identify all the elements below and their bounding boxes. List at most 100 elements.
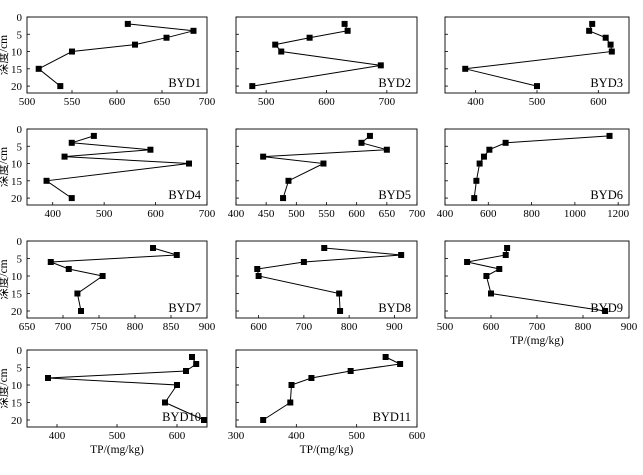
- panel-byd11: 300 400 500 600 TP/(mg/kg) BYD11: [228, 349, 426, 456]
- plot-frame: [235, 240, 418, 319]
- x-tick-label: 700: [409, 208, 426, 220]
- data-point: [254, 266, 261, 272]
- x-tick-label: 650: [154, 96, 171, 108]
- x-tick-label: 600: [250, 321, 267, 333]
- data-point: [321, 245, 328, 251]
- data-point: [397, 361, 404, 367]
- y-tick-label: 10: [11, 47, 23, 59]
- x-tick-label: 1200: [607, 208, 630, 220]
- data-point: [90, 132, 97, 139]
- x-tick-label: 800: [127, 321, 144, 333]
- x-axis-label: TP/(mg/kg): [300, 444, 354, 456]
- data-point: [201, 417, 207, 423]
- series-line: [252, 23, 381, 87]
- x-tick-label: 800: [523, 208, 540, 220]
- data-point: [99, 273, 106, 279]
- y-tick-label: 15: [11, 176, 23, 188]
- panel-byd9: 500 600 700 800 900 TP/(mg/kg) BYD9: [437, 240, 638, 347]
- panel-title: BYD5: [378, 188, 411, 202]
- plot-frame: [26, 128, 208, 206]
- data-point: [337, 308, 344, 314]
- x-tick-label: 500: [529, 96, 546, 108]
- y-tick-label: 20: [11, 81, 23, 93]
- data-point: [47, 259, 54, 265]
- panel-title: BYD11: [373, 410, 411, 424]
- y-axis-label: 深度/cm: [0, 259, 10, 299]
- data-point: [464, 259, 471, 265]
- x-tick-label: 1000: [564, 208, 587, 220]
- series-line: [50, 247, 177, 312]
- x-axis-label: TP/(mg/kg): [90, 444, 144, 456]
- data-point: [471, 195, 478, 202]
- x-tick-label: 700: [199, 96, 216, 108]
- panel-title: BYD6: [590, 188, 623, 202]
- x-tick-label: 450: [258, 208, 275, 220]
- x-tick-label: 850: [163, 321, 180, 333]
- y-tick-label: 20: [11, 306, 23, 318]
- y-tick-label: 0: [17, 345, 23, 357]
- panel-title: BYD2: [378, 76, 411, 90]
- x-tick-label: 600: [169, 430, 186, 442]
- series-line: [263, 135, 387, 199]
- data-point: [476, 160, 483, 167]
- x-tick-label: 700: [199, 208, 216, 220]
- data-point: [320, 160, 327, 167]
- data-point: [496, 266, 503, 272]
- panel-title: BYD10: [162, 410, 201, 424]
- data-point: [502, 252, 509, 258]
- data-point: [488, 290, 494, 297]
- y-tick-label: 20: [11, 193, 23, 205]
- data-point: [287, 399, 294, 406]
- y-tick-label: 10: [11, 271, 23, 283]
- data-point: [473, 177, 480, 184]
- data-point: [186, 160, 192, 167]
- data-point: [382, 354, 389, 360]
- x-tick-label: 800: [575, 321, 592, 333]
- y-tick-label: 0: [17, 12, 23, 24]
- y-axis-label: 深度/cm: [0, 147, 10, 187]
- data-point: [383, 146, 390, 153]
- data-point: [45, 375, 51, 381]
- data-point: [68, 139, 75, 146]
- y-tick-label: 5: [17, 141, 23, 153]
- x-tick-label: 400: [44, 208, 61, 220]
- data-point: [341, 20, 348, 27]
- data-point: [68, 195, 75, 202]
- data-point: [35, 65, 42, 72]
- data-point: [272, 41, 279, 48]
- x-tick-label: 500: [19, 96, 36, 108]
- panel-title: BYD3: [590, 76, 623, 90]
- x-tick-label: 500: [348, 430, 365, 442]
- y-tick-label: 15: [11, 289, 23, 301]
- x-tick-label: 600: [147, 208, 164, 220]
- data-point: [480, 153, 487, 160]
- x-tick-label: 400: [49, 430, 66, 442]
- data-point: [589, 20, 596, 27]
- data-point: [288, 382, 295, 388]
- data-point: [147, 146, 154, 153]
- y-axis-label: 深度/cm: [0, 368, 10, 408]
- data-point: [255, 273, 262, 279]
- data-point: [280, 195, 287, 202]
- x-tick-label: 700: [379, 96, 396, 108]
- series-line: [466, 247, 606, 312]
- x-tick-label: 300: [228, 430, 245, 442]
- data-point: [183, 368, 189, 374]
- data-point: [61, 153, 68, 160]
- x-tick-label: 550: [64, 96, 81, 108]
- data-point: [483, 273, 490, 279]
- x-tick-label: 700: [529, 321, 546, 333]
- y-tick-label: 15: [11, 64, 23, 76]
- y-tick-label: 15: [11, 398, 23, 410]
- x-tick-label: 900: [199, 321, 216, 333]
- x-tick-label: 600: [348, 208, 365, 220]
- x-tick-label: 550: [318, 208, 335, 220]
- x-tick-label: 600: [109, 96, 126, 108]
- data-point: [504, 245, 511, 251]
- data-point: [132, 41, 138, 48]
- y-tick-label: 10: [11, 380, 23, 392]
- data-point: [43, 177, 50, 184]
- data-point: [502, 139, 509, 146]
